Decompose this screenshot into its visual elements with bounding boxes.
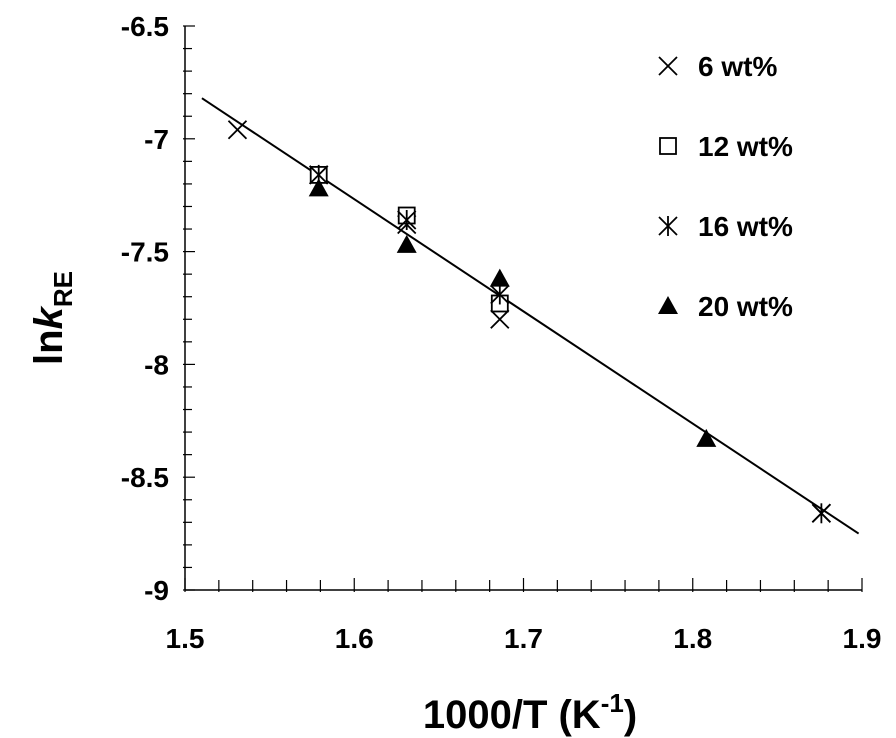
data-point-20-wt	[696, 428, 717, 447]
y-tick-label: -9	[144, 575, 169, 606]
x-axis-title-superscript: -1	[601, 688, 624, 718]
legend-label-16-wt: 16 wt%	[698, 211, 793, 242]
y-tick-label: -6.5	[121, 11, 169, 42]
x-tick-label: 1.8	[673, 623, 712, 654]
data-point-16-wt	[397, 210, 417, 231]
axes	[183, 25, 863, 592]
legend-marker-20-wt	[658, 296, 678, 314]
legend-label-20-wt: 20 wt%	[698, 291, 793, 322]
legend-marker-16-wt	[658, 216, 678, 236]
x-tick-label: 1.9	[843, 623, 882, 654]
data-point-16-wt	[490, 284, 510, 305]
data-point-16-wt	[811, 503, 832, 524]
x-tick-label: 1.6	[335, 623, 374, 654]
legend: 6 wt% 12 wt% 16 wt% 20 wt%	[658, 51, 793, 322]
y-axis-title: lnkRE	[27, 271, 78, 365]
y-tick-label: -7.5	[121, 237, 169, 268]
legend-marker-12-wt	[659, 137, 677, 155]
y-tick-label: -8.5	[121, 462, 169, 493]
legend-label-6-wt: 6 wt%	[698, 51, 777, 82]
data-point-20-wt	[489, 268, 510, 287]
data-point-6-wt	[227, 120, 248, 140]
data-point-6-wt	[490, 309, 510, 329]
y-axis-title-subscript: RE	[48, 271, 78, 307]
legend-label-12-wt: 12 wt%	[698, 131, 793, 162]
data-point-20-wt	[308, 178, 329, 197]
tick-labels: -9 -8.5 -8 -7.5 -7 -6.5 1.5 1.6 1.7 1.8 1.9	[121, 11, 882, 654]
x-axis-title: 1000/T (K-1)	[423, 688, 637, 737]
y-tick-label: -8	[144, 349, 169, 380]
data-markers	[227, 120, 832, 524]
legend-marker-6-wt	[658, 56, 678, 76]
data-point-20-wt	[396, 234, 417, 253]
x-tick-label: 1.5	[166, 623, 205, 654]
x-tick-label: 1.7	[504, 623, 543, 654]
y-tick-label: -7	[144, 124, 169, 155]
